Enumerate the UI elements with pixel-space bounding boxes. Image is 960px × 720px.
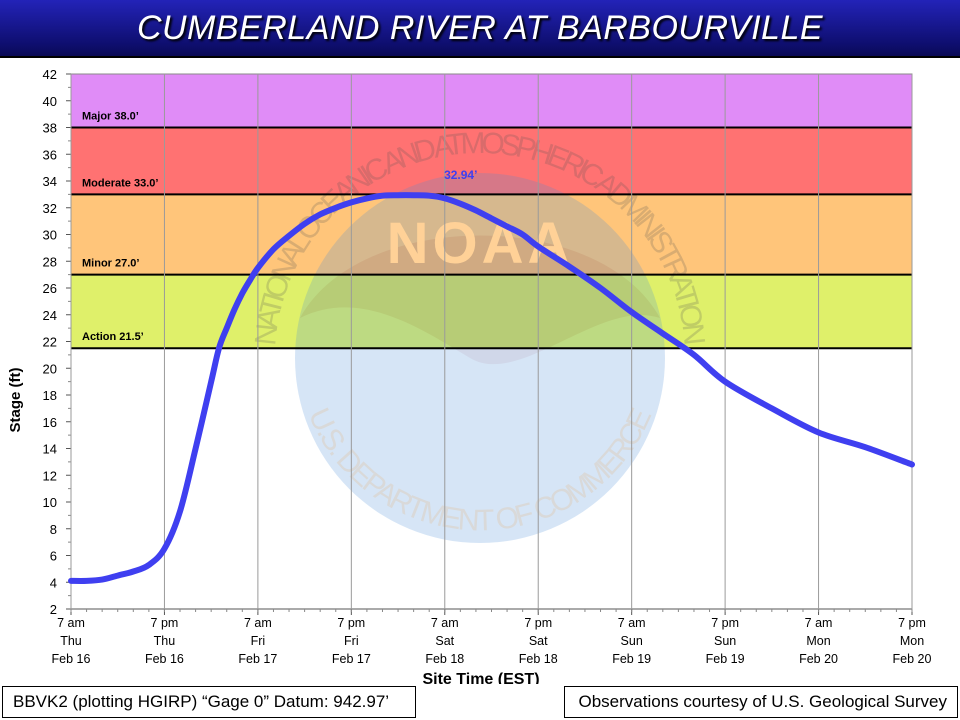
y-tick-label: 14 xyxy=(43,442,57,457)
hydrograph-chart: NOAA NATIONAL OCEANIC AND ATMOSPHERIC AD… xyxy=(7,67,932,684)
x-tick-label: 7 pm xyxy=(337,616,365,630)
threshold-label-major: Major 38.0’ xyxy=(82,111,139,123)
y-tick-label: 16 xyxy=(43,415,57,430)
band-minor xyxy=(71,194,912,275)
y-tick-label: 34 xyxy=(43,174,57,189)
y-tick-label: 42 xyxy=(43,67,57,82)
title-bar: CUMBERLAND RIVER AT BARBOURVILLE xyxy=(0,0,960,58)
x-tick-label: Fri xyxy=(251,634,266,648)
y-tick-label: 24 xyxy=(43,308,57,323)
x-tick-label: Feb 17 xyxy=(238,652,277,666)
x-tick-label: Sat xyxy=(435,634,454,648)
x-tick-label: Sun xyxy=(621,634,643,648)
peak-label: 32.94’ xyxy=(444,168,477,182)
band-action xyxy=(71,274,912,349)
x-tick-label: Feb 19 xyxy=(706,652,745,666)
y-tick-label: 22 xyxy=(43,335,57,350)
x-tick-label: Sat xyxy=(529,634,548,648)
x-tick-label: 7 pm xyxy=(711,616,739,630)
x-tick-label: Thu xyxy=(60,634,82,648)
y-tick-label: 32 xyxy=(43,201,57,216)
flood-category-bands xyxy=(71,74,912,349)
x-tick-label: Fri xyxy=(344,634,359,648)
x-tick-label: 7 am xyxy=(618,616,646,630)
y-tick-label: 18 xyxy=(43,388,57,403)
x-axis-label: Site Time (EST) xyxy=(422,671,539,684)
y-tick-label: 20 xyxy=(43,361,57,376)
x-tick-label: Feb 16 xyxy=(52,652,91,666)
y-tick-label: 40 xyxy=(43,94,57,109)
x-tick-label: Feb 20 xyxy=(799,652,838,666)
stage-series: 32.94’ xyxy=(68,168,915,584)
y-tick-label: 8 xyxy=(50,522,57,537)
x-tick-label: Feb 20 xyxy=(893,652,932,666)
y-tick-label: 6 xyxy=(50,549,57,564)
y-tick-label: 26 xyxy=(43,281,57,296)
band-moderate xyxy=(71,127,912,195)
y-tick-label: 30 xyxy=(43,228,57,243)
threshold-label-moderate: Moderate 33.0’ xyxy=(82,177,158,189)
y-tick-label: 10 xyxy=(43,495,57,510)
observations-credit: Observations courtesy of U.S. Geological… xyxy=(564,686,958,718)
x-tick-label: 7 am xyxy=(244,616,272,630)
y-tick-label: 36 xyxy=(43,147,57,162)
flood-threshold-lines: Action 21.5’ Minor 27.0’ Moderate 33.0’ Maj… xyxy=(71,111,912,350)
x-tick-label: 7 am xyxy=(57,616,85,630)
x-tick-label: Feb 18 xyxy=(425,652,464,666)
x-tick-label: Mon xyxy=(900,634,924,648)
noaa-logo-text: NOAA xyxy=(387,211,574,276)
y-tick-label: 38 xyxy=(43,121,57,136)
datum-note: BBVK2 (plotting HGIRP) “Gage 0” Datum: 9… xyxy=(2,686,416,718)
x-axis: 7 am Thu Feb 16 7 pm Thu Feb 16 7 am Fri Feb 17 7… xyxy=(52,74,932,666)
x-tick-label: Mon xyxy=(806,634,830,648)
threshold-label-minor: Minor 27.0’ xyxy=(82,258,139,270)
x-tick-label: Sun xyxy=(714,634,736,648)
chart-title: CUMBERLAND RIVER AT BARBOURVILLE xyxy=(136,9,824,47)
x-tick-label: Feb 16 xyxy=(145,652,184,666)
y-tick-label: 28 xyxy=(43,254,57,269)
y-tick-label: 4 xyxy=(50,575,57,590)
x-tick-label: 7 pm xyxy=(524,616,552,630)
y-tick-label: 2 xyxy=(50,602,57,617)
band-major xyxy=(71,74,912,128)
y-axis-label: Stage (ft) xyxy=(7,368,24,433)
plot-panel: NOAA NATIONAL OCEANIC AND ATMOSPHERIC AD… xyxy=(0,58,960,684)
stage-line xyxy=(68,192,915,584)
x-tick-label: 7 am xyxy=(431,616,459,630)
x-tick-label: 7 pm xyxy=(151,616,179,630)
threshold-label-action: Action 21.5’ xyxy=(82,331,144,343)
x-tick-label: 7 am xyxy=(805,616,833,630)
x-tick-label: Feb 17 xyxy=(332,652,371,666)
x-tick-label: 7 pm xyxy=(898,616,926,630)
x-tick-label: Feb 19 xyxy=(612,652,651,666)
y-tick-label: 12 xyxy=(43,468,57,483)
x-tick-label: Feb 18 xyxy=(519,652,558,666)
x-tick-label: Thu xyxy=(154,634,176,648)
